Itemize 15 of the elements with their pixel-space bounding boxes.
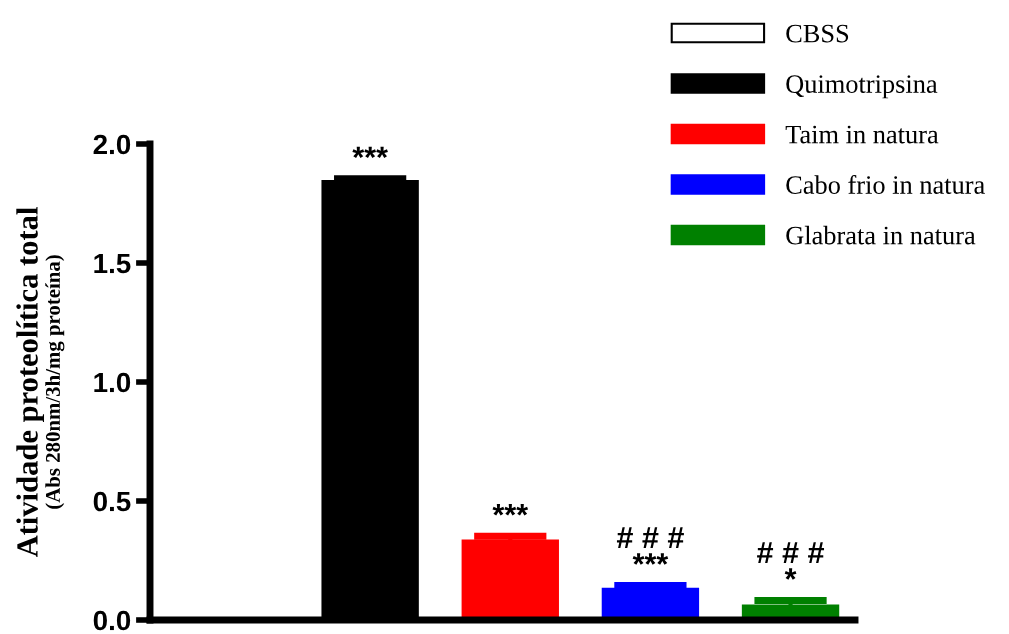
legend-label: Taim in natura xyxy=(785,125,939,144)
y-tick-label: 0.0 xyxy=(93,610,131,631)
y-tick-label: 1.0 xyxy=(94,372,131,393)
y-tick-label: 2.0 xyxy=(93,134,131,155)
legend-label: CBSS xyxy=(786,24,849,43)
y-axis-title: Atividade proteolítica total (Abs 280nm/3h/mg proteína) xyxy=(16,207,65,558)
data-label: *** xyxy=(352,146,388,158)
data-label: # # # *** xyxy=(616,527,684,565)
data-label: # # # * xyxy=(757,542,825,580)
legend-label: Quimotripsina xyxy=(786,75,938,99)
legend-label: Glabrata in natura xyxy=(786,225,976,245)
data-label: *** xyxy=(492,504,529,516)
legend-label: Cabo frio in natura xyxy=(786,175,985,194)
y-tick-label: 0.5 xyxy=(93,491,131,512)
y-tick-label: 1.5 xyxy=(94,253,131,274)
